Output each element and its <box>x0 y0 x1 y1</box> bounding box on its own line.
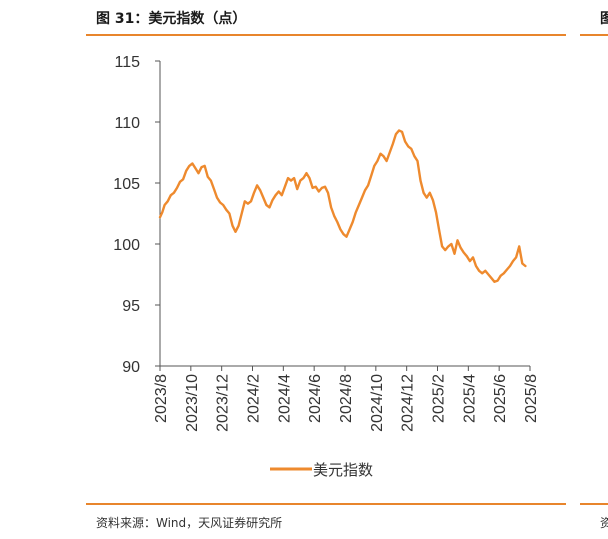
x-tick-label: 2024/4 <box>276 374 293 423</box>
adjacent-top-divider <box>580 34 608 36</box>
x-tick-label: 2025/8 <box>523 374 540 423</box>
x-tick-label: 2024/6 <box>307 374 324 423</box>
adjacent-source-fragment: 资 <box>600 516 608 530</box>
x-tick-label: 2024/8 <box>338 374 355 423</box>
bottom-divider <box>86 503 566 505</box>
source-note: 资料来源：Wind，天风证券研究所 <box>96 516 283 530</box>
y-tick-label: 100 <box>113 237 140 254</box>
adjacent-bottom-divider <box>580 503 608 505</box>
x-tick-label: 2023/10 <box>184 374 201 432</box>
x-tick-label: 2023/12 <box>215 374 232 432</box>
adjacent-chart-title-fragment: 图 <box>600 11 608 27</box>
x-tick-label: 2025/4 <box>461 374 478 423</box>
x-tick-label: 2024/2 <box>246 374 263 423</box>
x-axis: 2023/8 2023/10 2023/12 2024/2 2024/4 2024/6 20… <box>153 365 540 432</box>
y-tick-label: 105 <box>113 176 140 193</box>
x-tick-label: 2023/8 <box>153 374 170 423</box>
y-tick-label: 110 <box>114 115 140 132</box>
legend-label: 美元指数 <box>313 461 373 479</box>
x-tick-label: 2024/12 <box>400 374 417 432</box>
x-tick-label: 2024/10 <box>369 374 386 432</box>
series-line-dollar-index <box>158 129 527 283</box>
x-tick-label: 2025/2 <box>431 374 448 423</box>
y-tick-label: 90 <box>122 359 140 376</box>
chart-title: 图 31：美元指数（点） <box>96 11 247 27</box>
series-layer <box>158 129 527 283</box>
top-divider <box>86 34 566 36</box>
legend: 美元指数 <box>270 461 373 479</box>
x-tick-label: 2025/6 <box>492 374 509 423</box>
y-axis: 90 95 100 105 110 115 <box>113 54 161 376</box>
y-tick-label: 115 <box>114 54 140 71</box>
y-tick-label: 95 <box>122 298 140 315</box>
